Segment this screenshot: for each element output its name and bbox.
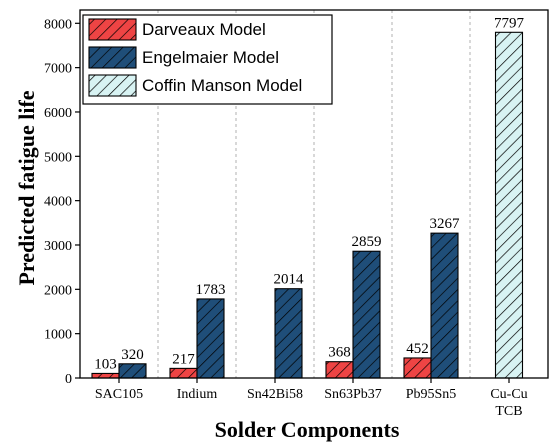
x-tick-label: Sn63Pb37 (324, 387, 382, 402)
bar (430, 232, 459, 379)
legend-label: Coffin Manson Model (142, 76, 302, 95)
bar-value-label: 103 (94, 356, 117, 372)
bar-value-label: 452 (406, 341, 429, 357)
bar-value-label: 320 (121, 347, 144, 363)
bar (352, 250, 381, 379)
x-tick-label: SAC105 (95, 387, 143, 402)
x-tick-label: Pb95Sn5 (406, 387, 457, 402)
bar (91, 372, 120, 379)
x-tick-label: TCB (495, 404, 522, 419)
bar (325, 361, 354, 379)
bar-value-label: 3267 (430, 216, 461, 232)
bars-layer (91, 31, 524, 379)
bar-value-label: 2014 (274, 272, 305, 288)
y-tick-label: 7000 (44, 62, 72, 77)
x-axis-ticks: SAC105 Indium Sn42Bi58 Sn63Pb37 Pb95Sn5 Cu-Cu… (95, 378, 528, 419)
legend-swatch (88, 18, 137, 41)
y-tick-label: 3000 (44, 239, 72, 254)
y-tick-label: 4000 (44, 195, 72, 210)
x-tick-label: Sn42Bi58 (247, 387, 303, 402)
bar-value-label: 217 (172, 351, 195, 367)
legend-label: Darveaux Model (142, 20, 266, 39)
bar-value-label: 2859 (352, 234, 382, 250)
bar (118, 363, 147, 379)
legend-swatch (88, 46, 137, 69)
bar (403, 357, 432, 379)
bar-value-label: 7797 (494, 15, 525, 31)
y-tick-label: 0 (65, 372, 72, 387)
bar (169, 367, 198, 379)
legend-label: Engelmaier Model (142, 48, 279, 67)
bar (196, 298, 225, 379)
bar-value-label: 368 (328, 345, 351, 361)
y-tick-label: 1000 (44, 328, 72, 343)
bar-value-label: 1783 (196, 282, 226, 298)
x-axis-title: Solder Components (215, 417, 400, 442)
y-tick-label: 2000 (44, 283, 72, 298)
x-tick-label: Indium (177, 387, 218, 402)
y-axis-ticks: 0 1000 2000 3000 4000 5000 6000 7000 8000 (44, 17, 80, 387)
y-tick-label: 6000 (44, 106, 72, 121)
legend: Darveaux Model Engelmaier Model Coffin Man… (82, 14, 333, 105)
x-tick-label: Cu-Cu (490, 387, 527, 402)
y-tick-label: 5000 (44, 150, 72, 165)
y-axis-title: Predicted fatigue life (14, 90, 39, 285)
bar (494, 31, 524, 379)
bar (274, 288, 303, 379)
plot-frame (79, 9, 549, 379)
legend-swatch (88, 74, 137, 97)
y-tick-label: 8000 (44, 17, 72, 32)
